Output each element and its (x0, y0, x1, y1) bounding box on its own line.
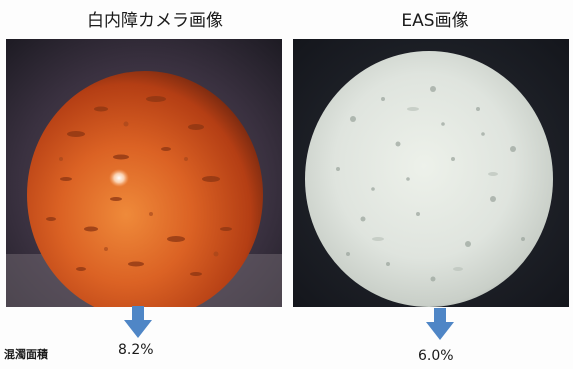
eas-image (293, 39, 569, 307)
cataract-camera-image (6, 39, 282, 307)
eas-value: 6.0% (418, 348, 454, 364)
cataract-camera-title: 白内障カメラ画像 (87, 11, 223, 31)
opacity-area-label: 混濁面積 (4, 348, 48, 361)
down-arrow-icon (426, 308, 454, 340)
down-arrow-icon (124, 306, 152, 338)
eas-image-title: EAS画像 (401, 11, 469, 31)
cataract-lens-photo (6, 39, 282, 307)
eas-lens-photo (293, 39, 569, 307)
cataract-camera-value: 8.2% (118, 342, 154, 358)
